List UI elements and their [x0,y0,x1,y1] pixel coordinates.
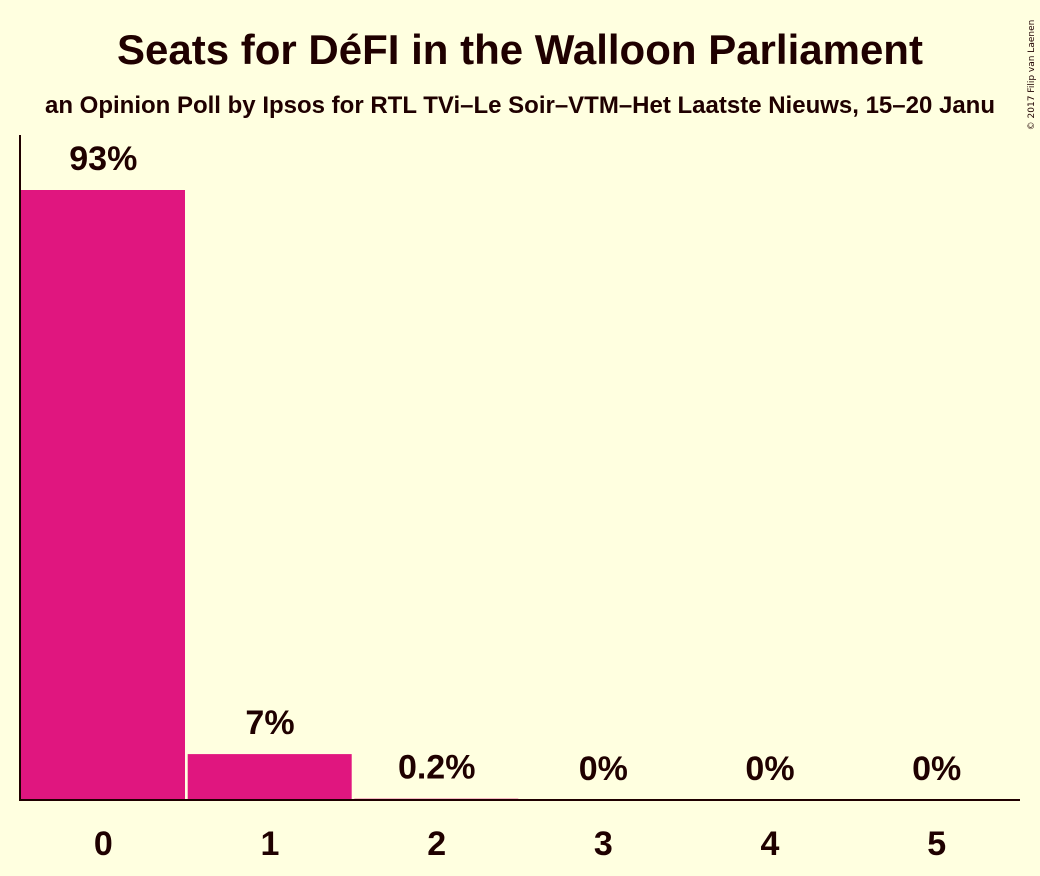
bar-value-label-3: 0% [579,750,628,788]
bar-value-label-0: 93% [69,140,137,178]
bar-value-label-5: 0% [912,750,961,788]
value-labels-group: 93% 7% 0.2% 0% 0% 0% [69,140,961,788]
chart-subtitle: an Opinion Poll by Ipsos for RTL TVi–Le … [45,92,995,119]
bar-value-label-4: 0% [745,750,794,788]
x-tick-label-3: 3 [594,825,613,863]
bar-1 [188,754,352,800]
bar-value-label-2: 0.2% [398,749,476,787]
x-tick-label-5: 5 [927,825,946,863]
x-tick-labels-group: 0 1 2 3 4 5 [94,825,946,863]
chart-title: Seats for DéFI in the Walloon Parliament [117,26,923,73]
x-tick-label-4: 4 [761,825,780,863]
x-tick-label-1: 1 [261,825,280,863]
bar-0 [21,190,185,800]
x-tick-label-2: 2 [427,825,446,863]
copyright-credit: © 2017 Filip van Laenen [1027,20,1037,131]
x-tick-label-0: 0 [94,825,113,863]
bar-value-label-1: 7% [245,704,294,742]
